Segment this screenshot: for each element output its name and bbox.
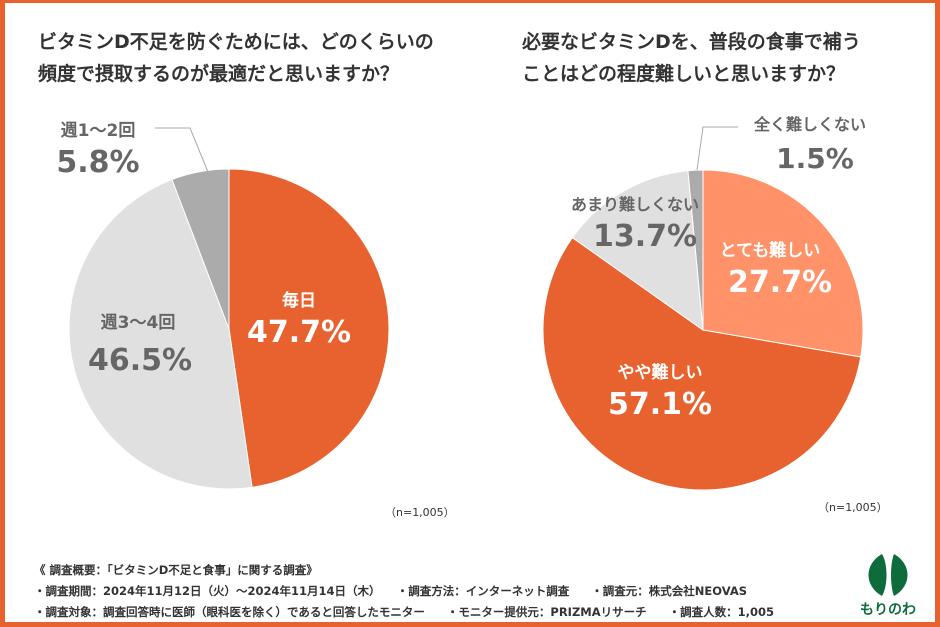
- chart-title-2: 必要なビタミンDを、普段の食事で補う ことはどの程度難しいと思いますか？: [522, 31, 861, 85]
- notes-heading: 《 調査概要：「ビタミンD不足と食事」に関する調査》: [34, 563, 318, 577]
- notes-source: ・調査元：株式会社NEOVAS: [591, 584, 748, 598]
- slice-label: とても難しい: [720, 240, 821, 261]
- slice-label: 全く難しくない: [753, 115, 866, 134]
- slice-value: 1.5%: [776, 142, 854, 175]
- pie-slice: [542, 236, 862, 491]
- slice-value: 27.7%: [728, 265, 832, 300]
- slice-value: 13.7%: [593, 219, 697, 254]
- leader-line: [696, 126, 738, 171]
- pie-slice: [228, 168, 390, 488]
- sample-size-1: （n=1,005）: [385, 506, 455, 519]
- slice-value: 47.7%: [247, 315, 351, 350]
- notes-period: ・調査期間：2024年11月12日（火）〜2024年11月14日（木）: [34, 584, 375, 598]
- slice-value: 57.1%: [608, 387, 712, 422]
- morinowa-logo: もりのわ: [858, 550, 918, 620]
- notes-provider: ・モニター提供元：PRIZMAリサーチ: [446, 605, 647, 619]
- logo-text: もりのわ: [860, 602, 916, 618]
- notes-count: ・調査人数：1,005: [668, 605, 775, 619]
- chart-title-1: ビタミンD不足を防ぐためには、どのくらいの 頻度で摂取するのが最適だと思いますか…: [38, 31, 434, 85]
- slice-label: やや難しい: [618, 362, 703, 383]
- leader-line: [155, 127, 209, 173]
- slice-value: 5.8%: [56, 145, 139, 180]
- pie-slice: [68, 178, 253, 490]
- slice-label: 週3〜4回: [101, 313, 176, 333]
- notes-target: ・調査対象：調査回答時に医師（眼科医を除く）であると回答したモニター: [34, 605, 425, 619]
- slice-label: 毎日: [282, 290, 316, 311]
- survey-notes: 《 調査概要：「ビタミンD不足と食事」に関する調査》 ・調査期間：2024年11…: [34, 560, 796, 623]
- pie-slice: [702, 169, 864, 358]
- slice-label: あまり難しくない: [571, 195, 699, 214]
- slice-value: 46.5%: [88, 343, 192, 378]
- pie-slice: [571, 170, 704, 332]
- pie-slice: [171, 168, 230, 330]
- sample-size-2: （n=1,005）: [818, 501, 888, 514]
- notes-method: ・調査方法：インターネット調査: [396, 584, 570, 598]
- slice-label: 週1〜2回: [61, 121, 136, 141]
- pie-slice: [687, 169, 704, 331]
